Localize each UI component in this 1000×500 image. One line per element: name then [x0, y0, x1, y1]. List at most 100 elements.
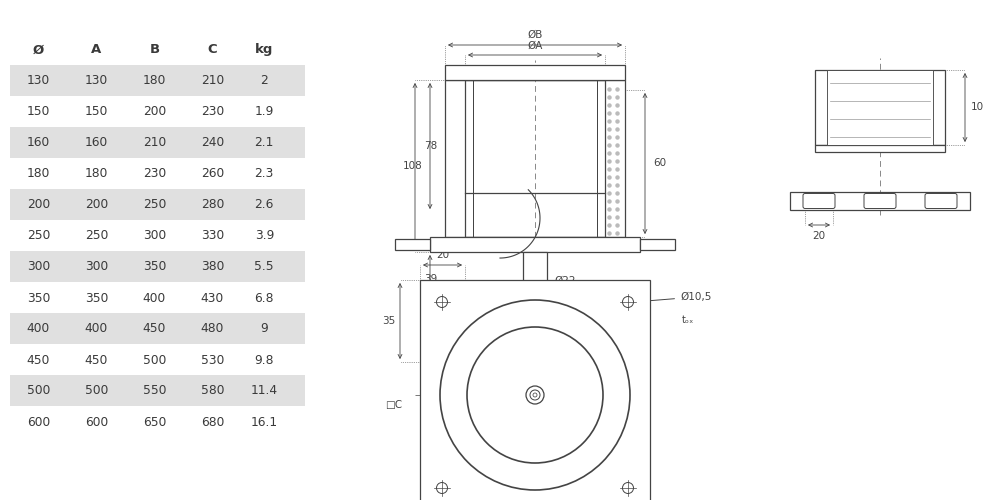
- Text: 230: 230: [201, 106, 224, 118]
- Text: □C: □C: [385, 400, 402, 410]
- Text: 2: 2: [260, 74, 268, 88]
- Text: 500: 500: [143, 354, 166, 366]
- Text: 580: 580: [201, 384, 224, 398]
- Text: 450: 450: [143, 322, 166, 336]
- Circle shape: [622, 296, 634, 308]
- Text: 260: 260: [201, 168, 224, 180]
- Text: Ø: Ø: [33, 44, 44, 57]
- Bar: [523, 252, 547, 305]
- Text: 16.1: 16.1: [251, 416, 278, 428]
- FancyBboxPatch shape: [803, 194, 835, 208]
- Text: 300: 300: [143, 230, 166, 242]
- Text: 350: 350: [143, 260, 166, 274]
- Text: 600: 600: [27, 416, 50, 428]
- Text: ØB: ØB: [527, 30, 543, 40]
- Text: 1.9: 1.9: [255, 106, 274, 118]
- Text: A: A: [91, 44, 102, 57]
- Text: 9.8: 9.8: [255, 354, 274, 366]
- Text: 280: 280: [201, 198, 224, 211]
- Text: 180: 180: [143, 74, 166, 88]
- Text: 20: 20: [812, 231, 826, 241]
- Bar: [10, 375, 305, 406]
- Bar: [420, 280, 650, 500]
- Bar: [640, 239, 675, 250]
- Bar: [815, 70, 945, 145]
- Text: 5.5: 5.5: [254, 260, 274, 274]
- Text: 300: 300: [27, 260, 50, 274]
- Bar: [10, 251, 305, 282]
- Text: 2.6: 2.6: [255, 198, 274, 211]
- Text: 3.9: 3.9: [255, 230, 274, 242]
- FancyBboxPatch shape: [864, 194, 896, 208]
- Text: 400: 400: [27, 322, 50, 336]
- Text: 160: 160: [27, 136, 50, 149]
- Text: 500: 500: [85, 384, 108, 398]
- Bar: [445, 65, 625, 80]
- Text: 250: 250: [143, 198, 166, 211]
- FancyBboxPatch shape: [925, 194, 957, 208]
- Text: 20: 20: [436, 250, 449, 260]
- Text: 35: 35: [382, 316, 395, 326]
- Text: Ø10,5: Ø10,5: [636, 292, 711, 302]
- Bar: [10, 189, 305, 220]
- Text: 450: 450: [85, 354, 108, 366]
- Text: 550: 550: [143, 384, 166, 398]
- Text: 680: 680: [201, 416, 224, 428]
- Circle shape: [622, 482, 634, 494]
- Text: 430: 430: [201, 292, 224, 304]
- Circle shape: [436, 482, 448, 494]
- Text: 450: 450: [27, 354, 50, 366]
- Bar: [10, 65, 305, 96]
- Text: 130: 130: [27, 74, 50, 88]
- Text: 78: 78: [424, 141, 437, 151]
- Text: kg: kg: [255, 44, 273, 57]
- Text: 330: 330: [201, 230, 224, 242]
- Text: 380: 380: [201, 260, 224, 274]
- Circle shape: [533, 393, 537, 397]
- Text: 480: 480: [201, 322, 224, 336]
- Text: 39: 39: [424, 274, 437, 283]
- Bar: [10, 127, 305, 158]
- Text: 530: 530: [201, 354, 224, 366]
- Circle shape: [526, 386, 544, 404]
- Circle shape: [436, 296, 448, 308]
- Text: 600: 600: [85, 416, 108, 428]
- Text: 250: 250: [27, 230, 50, 242]
- Text: 6.8: 6.8: [255, 292, 274, 304]
- Bar: [815, 145, 945, 152]
- Circle shape: [530, 390, 540, 400]
- Text: 350: 350: [85, 292, 108, 304]
- Text: 11.4: 11.4: [251, 384, 278, 398]
- Text: B: B: [149, 44, 160, 57]
- Text: 650: 650: [143, 416, 166, 428]
- Bar: [827, 70, 933, 145]
- Text: 108: 108: [403, 161, 423, 171]
- Bar: [430, 237, 640, 252]
- Text: 2.3: 2.3: [255, 168, 274, 180]
- Text: Ø22: Ø22: [554, 276, 576, 286]
- Text: 230: 230: [143, 168, 166, 180]
- Text: 200: 200: [27, 198, 50, 211]
- Text: 2.1: 2.1: [255, 136, 274, 149]
- Text: 400: 400: [143, 292, 166, 304]
- Text: 180: 180: [27, 168, 50, 180]
- Bar: [395, 239, 430, 250]
- Bar: [10, 313, 305, 344]
- Text: 210: 210: [143, 136, 166, 149]
- Text: 150: 150: [27, 106, 50, 118]
- Text: 210: 210: [201, 74, 224, 88]
- Text: 200: 200: [85, 198, 108, 211]
- Circle shape: [467, 327, 603, 463]
- Text: 160: 160: [85, 136, 108, 149]
- Bar: [790, 192, 970, 210]
- Text: 240: 240: [201, 136, 224, 149]
- Text: 400: 400: [85, 322, 108, 336]
- Bar: [445, 80, 625, 237]
- Text: 500: 500: [27, 384, 50, 398]
- Text: C: C: [208, 44, 217, 57]
- Text: 250: 250: [85, 230, 108, 242]
- Bar: [465, 80, 605, 237]
- Text: 350: 350: [27, 292, 50, 304]
- Text: 10: 10: [971, 102, 984, 113]
- Text: 300: 300: [85, 260, 108, 274]
